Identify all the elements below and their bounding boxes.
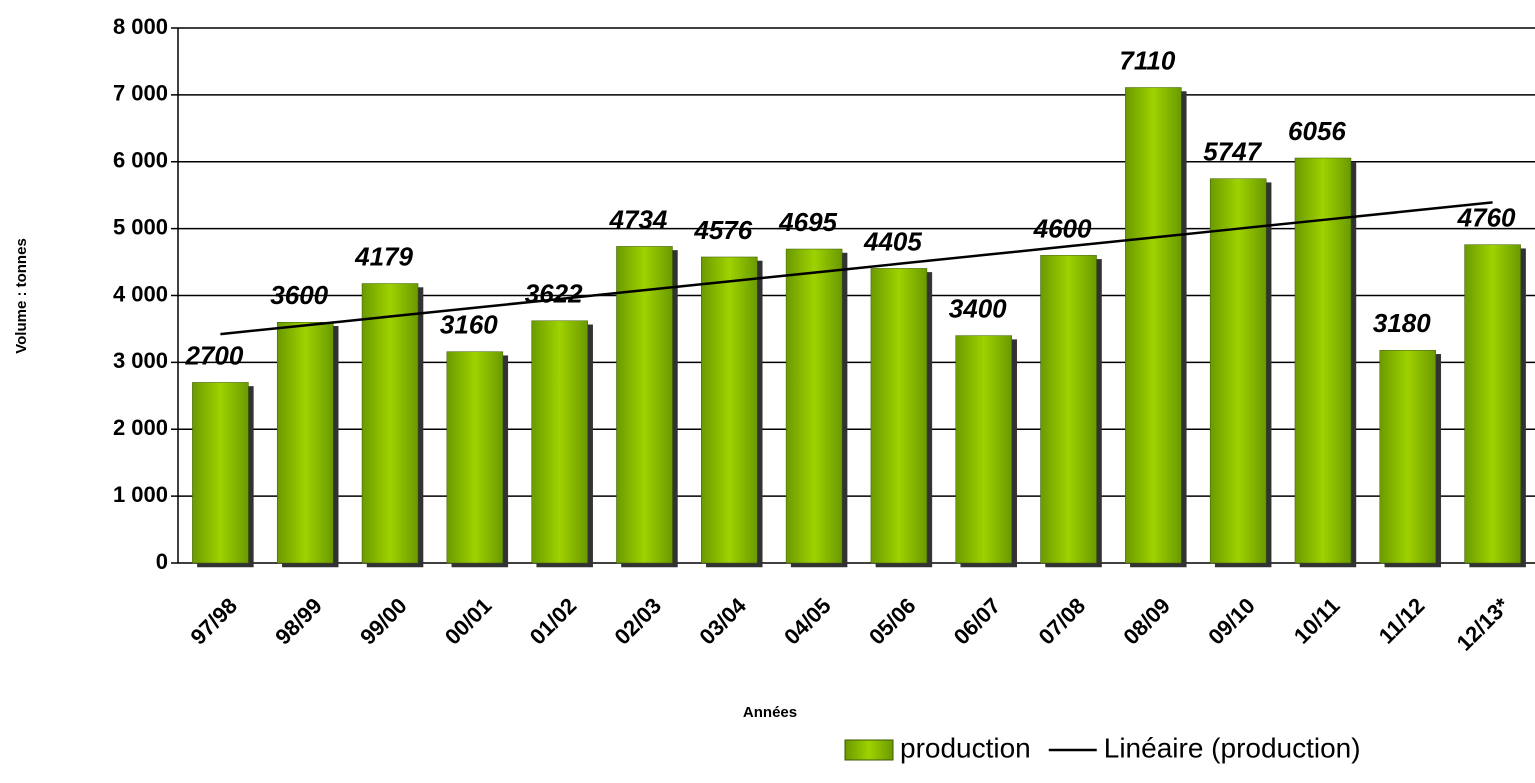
value-label: 2700 bbox=[184, 340, 243, 370]
value-label: 4695 bbox=[778, 207, 837, 237]
x-tick-label: 01/02 bbox=[525, 593, 582, 650]
bar bbox=[446, 351, 504, 564]
bar bbox=[616, 246, 673, 564]
bar bbox=[192, 382, 249, 564]
value-label: 4405 bbox=[863, 226, 922, 256]
bar bbox=[1040, 255, 1097, 564]
x-tick-label: 11/12 bbox=[1374, 593, 1430, 649]
x-tick-label: 12/13* bbox=[1452, 593, 1515, 656]
x-axis-title: Années bbox=[743, 704, 797, 721]
trend-line bbox=[220, 201, 1493, 336]
value-label: 3180 bbox=[1373, 308, 1431, 338]
y-tick-label: 8 000 bbox=[113, 14, 168, 39]
y-tick-label: 0 bbox=[156, 549, 168, 574]
x-tick-label: 09/10 bbox=[1203, 593, 1260, 650]
legend-label: production bbox=[900, 732, 1031, 763]
value-label: 4179 bbox=[354, 241, 413, 271]
x-tick-label: 98/99 bbox=[270, 593, 327, 650]
bar bbox=[785, 248, 843, 564]
bar bbox=[361, 283, 419, 564]
value-label: 4600 bbox=[1033, 213, 1092, 243]
y-tick-label: 1 000 bbox=[113, 482, 168, 507]
bar bbox=[870, 268, 928, 564]
x-tick-label: 05/06 bbox=[864, 593, 921, 650]
x-tick-label: 99/00 bbox=[355, 593, 412, 650]
bar bbox=[955, 335, 1012, 564]
bar bbox=[531, 320, 588, 564]
x-tick-label: 08/09 bbox=[1118, 593, 1175, 650]
value-label: 5747 bbox=[1203, 137, 1262, 167]
x-tick-label: 04/05 bbox=[779, 593, 836, 650]
y-tick-label: 3 000 bbox=[113, 348, 168, 373]
value-label: 3600 bbox=[270, 280, 328, 310]
y-tick-label: 2 000 bbox=[113, 415, 168, 440]
value-label: 4576 bbox=[693, 215, 752, 245]
bar bbox=[1125, 87, 1182, 564]
value-label: 3160 bbox=[440, 310, 498, 340]
bar bbox=[276, 322, 334, 564]
bar bbox=[701, 256, 758, 564]
value-label: 7110 bbox=[1119, 45, 1175, 75]
bar bbox=[1209, 178, 1267, 564]
y-tick-label: 7 000 bbox=[113, 81, 168, 106]
legend-label: Linéaire (production) bbox=[1104, 732, 1361, 763]
value-label: 4760 bbox=[1457, 203, 1516, 233]
y-tick-label: 6 000 bbox=[113, 148, 168, 173]
y-tick-label: 4 000 bbox=[113, 281, 168, 306]
y-tick-label: 5 000 bbox=[113, 214, 168, 239]
value-label: 3622 bbox=[525, 279, 583, 309]
bar bbox=[1294, 157, 1352, 564]
x-tick-label: 07/08 bbox=[1034, 593, 1091, 650]
bar bbox=[1379, 350, 1437, 564]
value-label: 3400 bbox=[949, 294, 1007, 324]
value-label: 6056 bbox=[1288, 116, 1346, 146]
legend-swatch bbox=[844, 739, 894, 761]
value-label: 4734 bbox=[609, 204, 668, 234]
bar bbox=[1464, 244, 1521, 564]
x-tick-label: 10/11 bbox=[1289, 593, 1345, 649]
y-axis-title: Volume : tonnes bbox=[13, 238, 30, 354]
x-tick-label: 03/04 bbox=[694, 592, 751, 649]
x-tick-label: 06/07 bbox=[949, 593, 1006, 650]
x-tick-label: 97/98 bbox=[185, 593, 242, 650]
x-tick-label: 00/01 bbox=[440, 593, 497, 650]
x-tick-label: 02/03 bbox=[610, 593, 667, 650]
